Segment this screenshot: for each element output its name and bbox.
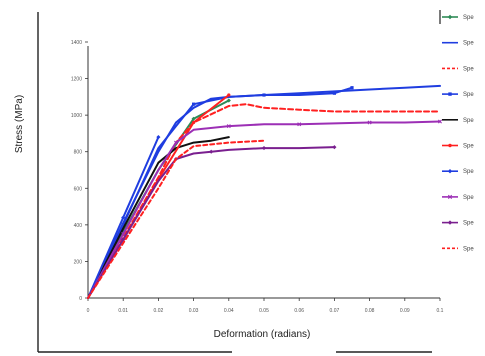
legend-label: Spe <box>463 15 474 21</box>
legend-label: Spe <box>463 41 474 47</box>
y-tick-label: 200 <box>74 259 83 265</box>
data-series-4 <box>87 86 354 299</box>
legend-entry: Spe <box>442 14 474 21</box>
legend-entry: Spe <box>442 246 474 252</box>
y-tick-label: 1400 <box>71 40 82 46</box>
series-point <box>332 145 337 150</box>
series-line <box>87 139 265 299</box>
legend-label: Spe <box>463 246 474 252</box>
series-point <box>447 220 453 225</box>
series-line <box>87 120 441 299</box>
x-tick-label: 0.1 <box>437 308 444 314</box>
plot-area <box>87 84 442 299</box>
series-point <box>447 168 453 174</box>
x-tick-label: 0.03 <box>189 308 199 314</box>
x-tick-label: 0.05 <box>259 308 269 314</box>
series-point <box>367 120 372 125</box>
data-series-8 <box>87 119 442 299</box>
series-line <box>87 146 336 299</box>
x-tick-label: 0 <box>87 308 90 314</box>
legend-label: Spe <box>463 92 474 98</box>
series-point <box>447 14 453 20</box>
x-tick-label: 0.04 <box>224 308 234 314</box>
data-series-5 <box>87 136 230 299</box>
data-series-10 <box>87 139 265 299</box>
y-tick-label: 1000 <box>71 113 82 119</box>
series-point <box>350 86 354 90</box>
series-point <box>447 194 453 199</box>
series-line <box>87 136 230 299</box>
series-point <box>226 124 231 129</box>
series-point <box>438 119 442 124</box>
y-tick-label: 800 <box>74 150 83 156</box>
x-tick-label: 0.07 <box>330 308 340 314</box>
legend-label: Spe <box>463 144 474 150</box>
x-tick-label: 0.09 <box>400 308 410 314</box>
x-tick-label: 0.06 <box>294 308 304 314</box>
series-point <box>209 149 214 154</box>
x-tick-label: 0.01 <box>118 308 128 314</box>
x-axis-title: Deformation (radians) <box>214 329 311 340</box>
series-point <box>121 215 126 220</box>
y-tick-label: 600 <box>74 186 83 192</box>
legend-entry: Spe <box>442 144 474 150</box>
legend-entry: Spe <box>442 194 474 201</box>
series-point <box>192 102 196 106</box>
data-series-7 <box>87 135 161 299</box>
legend-entry: Spe <box>442 220 474 227</box>
series-point <box>156 135 161 140</box>
legend-entry: Spe <box>442 92 474 98</box>
legend: Spe Spe Spe Spe Spe Spe Spe Spe Spe Spe <box>442 14 474 252</box>
series-point <box>262 93 266 97</box>
legend-label: Spe <box>463 118 474 124</box>
series-point <box>261 145 267 151</box>
series-point <box>121 232 126 236</box>
legend-entry: Spe <box>442 41 474 47</box>
series-point <box>192 120 196 125</box>
legend-label: Spe <box>463 66 474 72</box>
series-point <box>191 116 196 121</box>
legend-entry: Spe <box>442 118 474 124</box>
series-point <box>297 122 302 127</box>
y-tick-label: 0 <box>79 296 82 302</box>
series-line <box>87 86 353 299</box>
legend-label: Spe <box>463 169 474 175</box>
series-point <box>448 143 452 148</box>
series-point <box>121 237 126 242</box>
tick-labels: 0 200 400 600 800 1000 1200 1400 0 0.01 0.02 0.03 0.… <box>71 40 444 314</box>
series-point <box>226 98 231 103</box>
series-point <box>121 223 125 227</box>
legend-entry: Spe <box>442 66 474 72</box>
y-axis-title: Stress (MPa) <box>14 95 25 153</box>
x-tick-label: 0.08 <box>365 308 375 314</box>
legend-label: Spe <box>463 195 474 201</box>
x-tick-label: 0.02 <box>154 308 164 314</box>
frame-lines <box>37 10 441 353</box>
y-tick-label: 1200 <box>71 77 82 83</box>
series-point <box>332 91 336 95</box>
legend-label: Spe <box>463 221 474 227</box>
series-point <box>448 92 452 96</box>
legend-entry: Spe <box>442 168 474 175</box>
series-point <box>174 140 178 145</box>
y-tick-label: 400 <box>74 223 83 229</box>
data-series-9 <box>87 145 337 299</box>
series-point <box>227 93 231 97</box>
